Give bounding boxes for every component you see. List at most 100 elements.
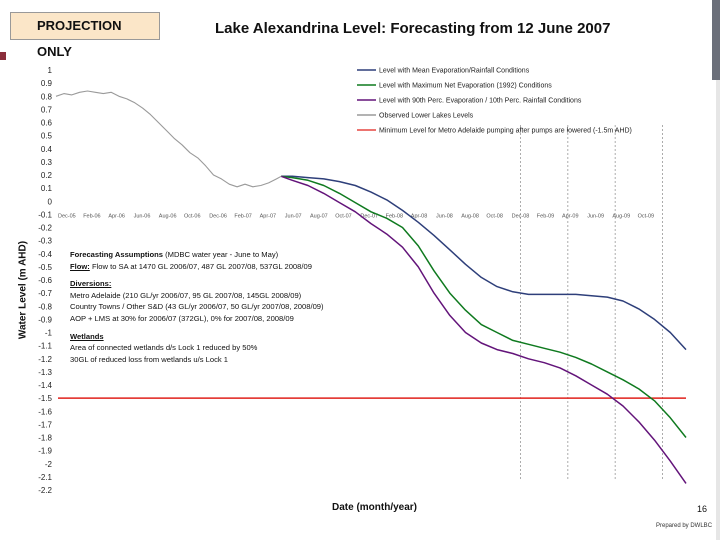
x-tick-label: Jun-08	[436, 213, 453, 219]
p90-evaporation-line	[280, 175, 687, 484]
x-tick-label: Apr-09	[562, 213, 579, 219]
flow-line: Flow: Flow to SA at 1470 GL 2006/07, 487…	[70, 261, 324, 273]
x-tick-label: Dec-08	[512, 213, 530, 219]
y-axis-label: Water Level (m AHD)	[17, 240, 29, 340]
wetland-line: 30GL of reduced loss from wetlands u/s L…	[70, 354, 229, 364]
x-tick-label: Jun-09	[587, 213, 604, 219]
x-tick-label: Dec-06	[209, 213, 227, 219]
slide-edge-shadow	[716, 80, 720, 540]
y-tick-label: -1.1	[38, 342, 52, 351]
diversion-line: Metro Adelaide (210 GL/yr 2006/07, 95 GL…	[70, 290, 302, 300]
projection-badge: PROJECTION ONLY	[10, 12, 160, 59]
wetland-line: Area of connected wetlands d/s Lock 1 re…	[70, 343, 258, 353]
y-tick-label: 0.8	[41, 92, 53, 101]
y-tick-label: 0.2	[41, 171, 53, 180]
x-tick-label: Dec-07	[360, 213, 378, 219]
y-tick-label: -0.9	[38, 315, 52, 324]
y-tick-label: -0.3	[38, 237, 52, 246]
x-tick-labels: Dec-05 Feb-06 Apr-06 Jun-06 Aug-06 Oct-06 Dec-…	[58, 213, 654, 219]
y-tick-label: 0.6	[41, 119, 53, 128]
y-tick-label: -0.1	[38, 210, 52, 219]
legend-minimum: Minimum Level for Metro Adelaide pumping…	[357, 128, 632, 135]
x-tick-label: Dec-05	[58, 213, 76, 219]
x-tick-label: Aug-07	[310, 213, 328, 219]
legend-label: Observed Lower Lakes Levels	[379, 113, 474, 120]
assumptions-heading-suffix: (MDBC water year - June to May)	[165, 250, 279, 259]
y-tick-label: -0.8	[38, 302, 52, 311]
slide-accent-mark	[0, 52, 6, 60]
x-tick-label: Apr-07	[260, 213, 277, 219]
y-tick-label: -1.8	[38, 434, 52, 443]
x-tick-label: Oct-07	[335, 213, 352, 219]
y-tick-label: -2.1	[38, 473, 52, 482]
x-axis-label: Date (month/year)	[332, 502, 418, 513]
y-tick-label: -1.7	[38, 420, 52, 429]
y-tick-label: -1.5	[38, 394, 52, 403]
mean-conditions-line	[281, 175, 687, 351]
y-tick-label: -1.6	[38, 407, 52, 416]
diversion-line: AOP + LMS at 30% for 2006/07 (372GL), 0%…	[70, 313, 294, 323]
assumptions-heading: Forecasting Assumptions	[70, 250, 163, 259]
x-tick-label: Aug-08	[461, 213, 479, 219]
flow-text: Flow to SA at 1470 GL 2006/07, 487 GL 20…	[91, 261, 312, 271]
x-tick-label: Feb-08	[386, 213, 403, 219]
diversions-heading: Diversions:	[70, 279, 112, 289]
x-tick-label: Feb-09	[537, 213, 554, 219]
x-tick-label: Aug-06	[159, 213, 177, 219]
y-tick-label: 0	[48, 197, 53, 206]
slide-edge-bar	[712, 0, 720, 80]
legend-observed: Observed Lower Lakes Levels	[357, 113, 474, 120]
y-tick-label: -1.9	[38, 447, 52, 456]
legend-label: Level with 90th Perc. Evaporation / 10th…	[379, 98, 582, 105]
legend-label: Minimum Level for Metro Adelaide pumping…	[379, 128, 632, 135]
assumptions-heading-line: Forecasting Assumptions (MDBC water year…	[70, 249, 324, 261]
forecasting-assumptions: Forecasting Assumptions (MDBC water year…	[70, 249, 324, 365]
x-tick-label: Feb-07	[234, 213, 251, 219]
y-tick-label: -1.3	[38, 368, 52, 377]
legend-label: Level with Maximum Net Evaporation (1992…	[379, 83, 552, 90]
x-tick-label: Apr-06	[108, 213, 125, 219]
x-tick-label: Apr-08	[411, 213, 428, 219]
y-tick-label: -0.5	[38, 263, 52, 272]
diversion-line: Country Towns / Other S&D (43 GL/yr 2006…	[70, 302, 324, 312]
x-tick-label: Jun-07	[285, 213, 302, 219]
y-tick-label: 0.9	[41, 79, 53, 88]
grid-layer	[520, 125, 663, 480]
y-tick-label: 0.7	[41, 105, 53, 114]
y-tick-label: -1.2	[38, 355, 52, 364]
max-evaporation-line	[281, 175, 687, 438]
y-tick-label: 0.1	[41, 184, 53, 193]
prepared-by: Prepared by DWLBC	[656, 523, 713, 529]
y-tick-label: -0.7	[38, 289, 52, 298]
y-tick-label: 0.5	[41, 132, 53, 141]
flow-label: Flow:	[70, 261, 90, 271]
y-tick-label: -1.4	[38, 381, 52, 390]
y-tick-label: -0.4	[38, 250, 52, 259]
y-tick-label: -2.2	[38, 486, 52, 495]
y-tick-label: 1	[48, 66, 53, 75]
y-tick-label: 0.4	[41, 145, 53, 154]
series-layer	[55, 90, 687, 484]
x-tick-label: Oct-06	[184, 213, 201, 219]
y-tick-label: 0.3	[41, 158, 53, 167]
x-tick-label: Oct-08	[486, 213, 503, 219]
legend-label: Level with Mean Evaporation/Rainfall Con…	[379, 68, 530, 75]
legend-p90: Level with 90th Perc. Evaporation / 10th…	[357, 98, 582, 105]
x-tick-label: Feb-06	[83, 213, 100, 219]
legend: Level with Mean Evaporation/Rainfall Con…	[357, 68, 632, 135]
x-tick-label: Aug-09	[612, 213, 630, 219]
y-tick-label: -2	[45, 460, 53, 469]
x-tick-label: Oct-09	[638, 213, 655, 219]
legend-mean: Level with Mean Evaporation/Rainfall Con…	[357, 68, 530, 75]
chart-title: Lake Alexandrina Level: Forecasting from…	[215, 20, 611, 37]
y-tick-label: -1	[45, 329, 53, 338]
wetlands-heading: Wetlands	[70, 331, 104, 341]
observed-levels-line	[55, 90, 282, 188]
x-tick-label: Jun-06	[134, 213, 151, 219]
y-tick-label: -0.2	[38, 224, 52, 233]
legend-max-evaporation: Level with Maximum Net Evaporation (1992…	[357, 83, 552, 90]
y-tick-label: -0.6	[38, 276, 52, 285]
y-tick-labels: 1 0.9 0.8 0.7 0.6 0.5 0.4 0.3 0.2 0.1 0 -0.1 -0.2 -0.…	[38, 66, 52, 495]
page-number: 16	[697, 504, 708, 514]
